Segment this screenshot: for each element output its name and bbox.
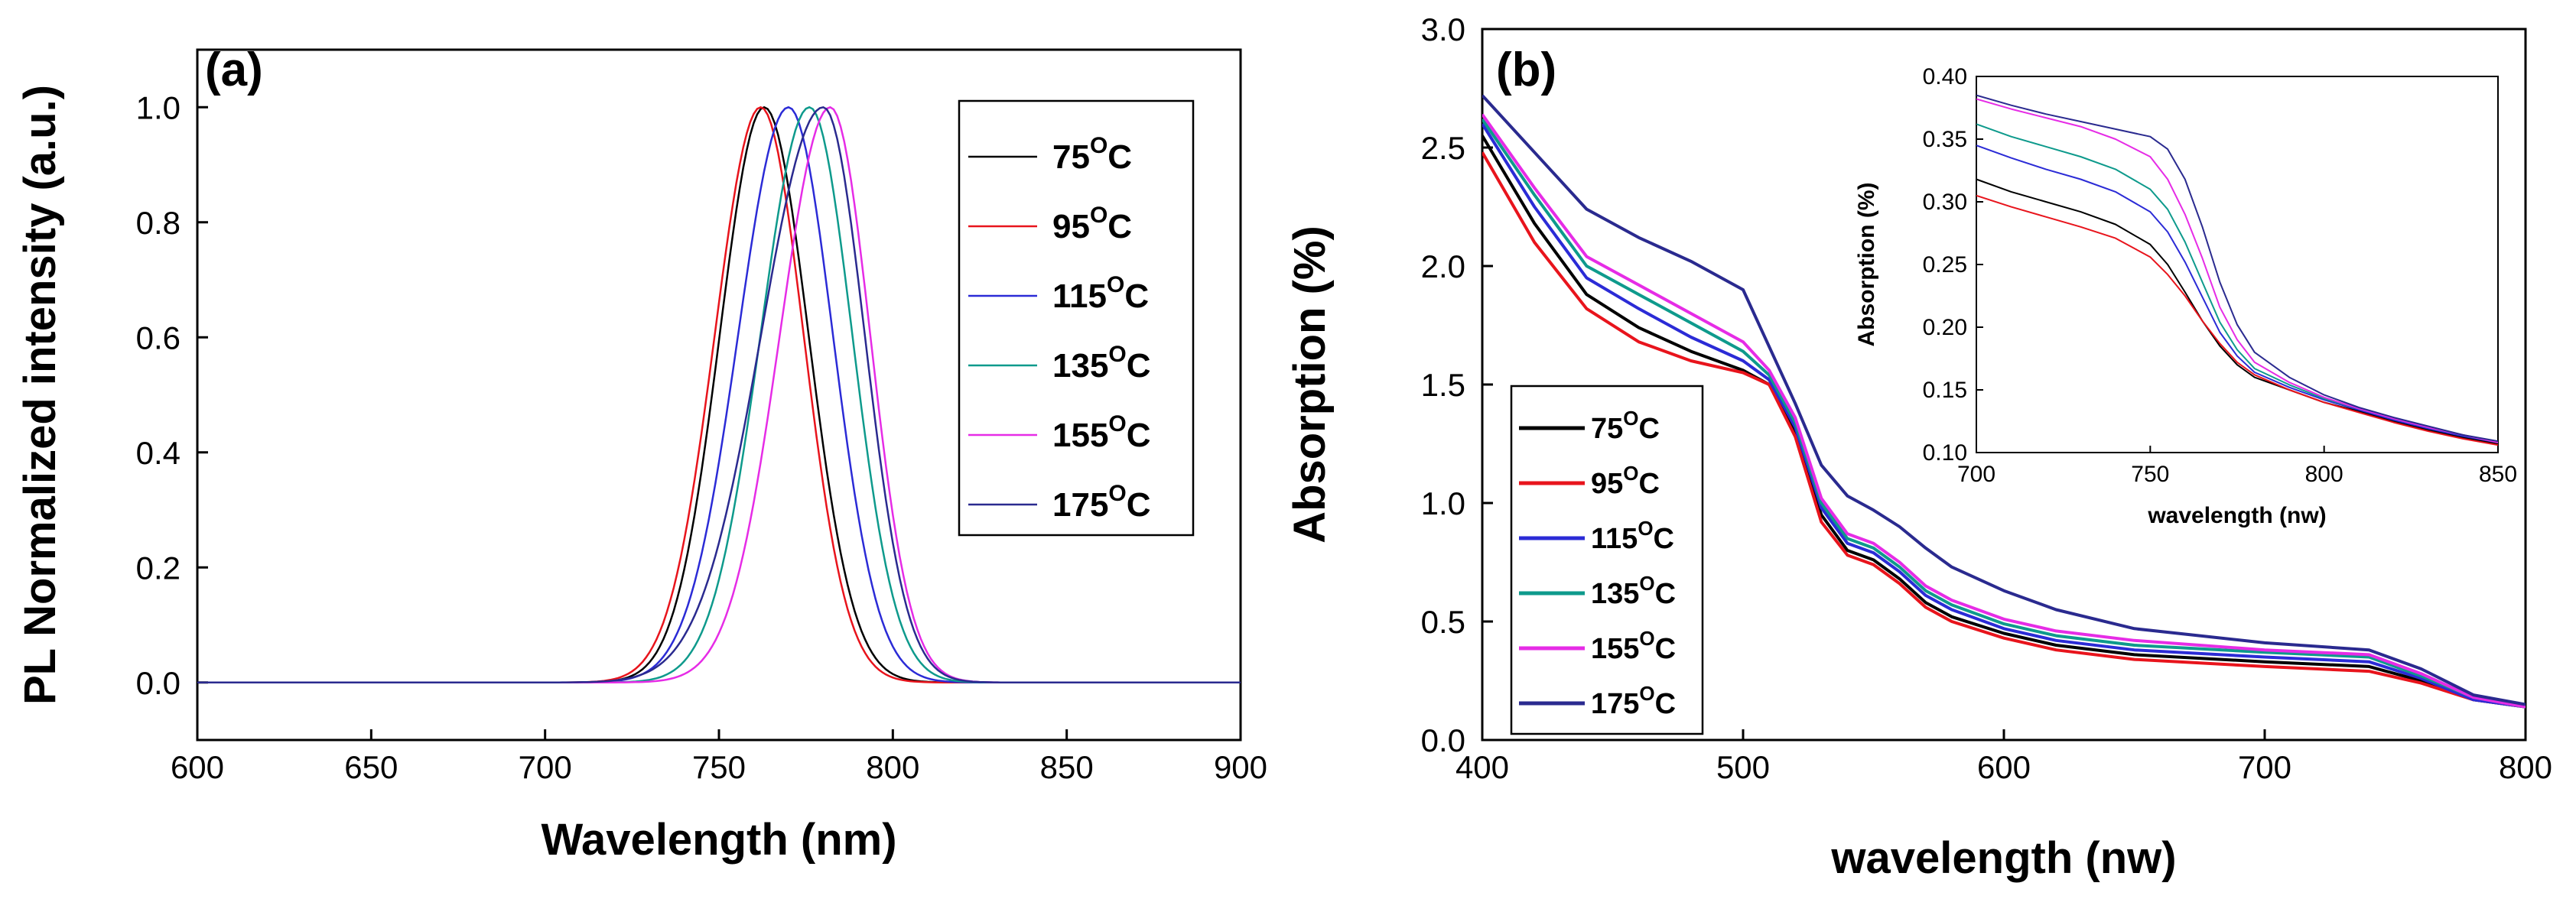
panel-a-label: (a) [205,44,263,96]
panel-b-ytick-label: 1.5 [1421,367,1465,403]
panel-a-ytick-label: 0.8 [136,205,181,241]
panel-b-xtick-label: 800 [2499,749,2552,785]
panel-a-ytick-label: 0.0 [136,665,181,701]
inset-ytick-label: 0.30 [1923,190,1967,215]
inset-series-175 [1976,94,2498,443]
panel-a-xtick-label: 900 [1214,749,1267,785]
inset-background [1976,76,2498,453]
inset-ytick-label: 0.10 [1923,440,1967,466]
inset-axes: 700 750 800 850 0.10 0.15 0.20 0.25 0.30 0.35 0.40… [1854,64,2517,528]
inset-ytick-label: 0.40 [1923,64,1967,89]
panel-b-label: (b) [1496,44,1556,96]
inset-series-95 [1976,194,2498,446]
panel-a-ytick-label: 1.0 [136,89,181,125]
panel-b-xtick-label: 600 [1977,749,2031,785]
panel-b-series-95 [1482,151,2526,709]
panel-b-legend-label: 135OC [1591,572,1676,610]
inset-xlabel: wavelength (nw) [2147,503,2326,528]
panel-a-legend-label: 75OC [1052,133,1132,176]
panel-b-series-115 [1482,122,2526,709]
panel-b-ylabel: Absorption (%) [1285,226,1335,544]
inset-xtick-label: 750 [2131,462,2169,487]
panel-b-ytick-label: 2.0 [1421,248,1465,284]
panel-b-legend-label: 95OC [1591,462,1660,500]
inset-series-115 [1976,144,2498,443]
panel-b-xtick-label: 400 [1456,749,1509,785]
panel-b-axes: 400 500 600 700 800 0.0 0.5 1.0 1.5 2.0 2.5 3.0 wave… [1285,11,2552,883]
panel-b-legend-label: 115OC [1591,517,1674,555]
panel-b-series-135 [1482,118,2526,709]
panel-a-legend: 75OC 95OC 115OC 135OC 155OC 175OC [958,99,1195,537]
panel-b-series-75 [1482,135,2526,709]
panel-b-legend-label: 175OC [1591,682,1676,720]
panel-a-ytick-label: 0.2 [136,550,181,586]
panel-b-xtick-label: 500 [1716,749,1770,785]
panel-b-xlabel: wavelength (nw) [1830,833,2176,883]
panel-a-legend-label: 135OC [1052,342,1151,385]
inset-ylabel: Absorption (%) [1854,183,1879,347]
panel-a-series-175 [197,105,1241,684]
inset-series-75 [1976,178,2498,445]
panel-b-legend-label: 155OC [1591,627,1676,665]
panel-b-ytick-label: 0.0 [1421,722,1465,758]
panel-a-xtick-label: 700 [519,749,572,785]
panel-a-xtick-label: 600 [171,749,224,785]
panel-a-xtick-label: 800 [866,749,919,785]
panel-a-xtick-label: 750 [692,749,746,785]
inset-ytick-label: 0.25 [1923,252,1967,277]
panel-a-xlabel: Wavelength (nm) [541,815,896,865]
panel-b-series-155 [1482,113,2526,709]
panel-b-series-175 [1482,94,2526,706]
panel-a-legend-label: 95OC [1052,203,1132,245]
panel-b-ytick-label: 2.5 [1421,130,1465,166]
panel-a-legend-label: 155OC [1052,411,1151,454]
panel-a-legend-label: 115OC [1052,272,1149,315]
inset-ytick-label: 0.35 [1923,127,1967,152]
panel-a-axes: 600 650 700 750 800 850 900 0.0 0.2 0.4 0.6 0.8 1.0 W… [15,48,1267,865]
inset-series-155 [1976,98,2498,443]
panel-a-xtick-label: 650 [344,749,398,785]
panel-b-legend: 75OC 95OC 115OC 135OC 155OC 175OC [1510,385,1704,735]
inset-xtick-label: 800 [2305,462,2343,487]
inset-xtick-label: 700 [1957,462,1995,487]
panel-a-ylabel: PL Normalized intensity (a.u.) [15,85,65,705]
panel-b-ytick-label: 1.0 [1421,485,1465,521]
panel-b-legend-label: 75OC [1591,407,1660,445]
panel-b-legend-box [1510,385,1704,735]
panel-b-ytick-label: 0.5 [1421,604,1465,640]
panel-a-ytick-label: 0.4 [136,435,181,471]
panel-a-legend-box [958,99,1195,537]
panel-a-xtick-label: 850 [1040,749,1094,785]
panel-b-ytick-label: 3.0 [1421,11,1465,47]
inset-ytick-label: 0.15 [1923,378,1967,403]
inset-xtick-label: 850 [2479,462,2517,487]
panel-a-ytick-label: 0.6 [136,320,181,355]
panel-a-legend-label: 175OC [1052,481,1151,524]
panel-b-xtick-label: 700 [2238,749,2291,785]
inset-ytick-label: 0.20 [1923,315,1967,340]
